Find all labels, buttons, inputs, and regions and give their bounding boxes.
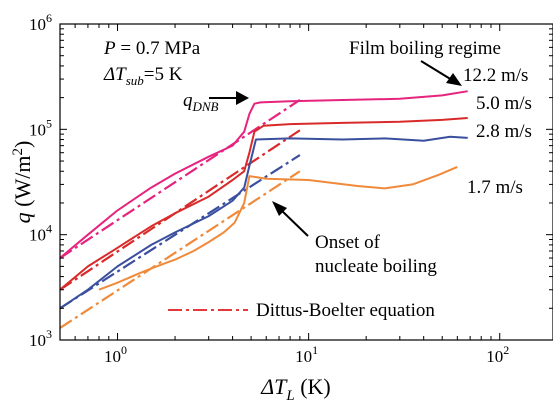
film-boiling-label: Film boiling regime [349,38,501,59]
y-axis-title: q (W/m2) [10,141,35,224]
series-line-1-7-m-s [98,165,458,291]
legend-label: Dittus-Boelter equation [256,300,435,321]
series-line-5-0-m-s [60,117,468,291]
series-label: 5.0 m/s [476,93,532,114]
fit-line-12-2-m-s [60,99,301,259]
series-line-2-8-m-s [60,135,468,310]
x-tick-label: 102 [486,343,509,366]
pressure-label: P = 0.7 MPa [103,38,201,59]
legend: Dittus-Boelter equation [168,300,435,321]
series-label: 2.8 m/s [476,121,532,142]
x-axis-title: ΔTL (K) [260,374,331,400]
x-tick-label: 100 [104,343,127,366]
y-tick-label: 105 [29,116,52,139]
onb-label-line1: Onset of [315,232,381,253]
series-label: 12.2 m/s [463,65,528,86]
film-boiling-arrow [420,60,462,86]
series-layer [60,90,468,329]
onb-label-line2: nucleate boiling [315,256,437,277]
y-tick-label: 106 [29,11,52,34]
y-tick-label: 104 [29,222,52,245]
series-line-12-2-m-s [60,90,468,259]
fit-line-1-7-m-s [60,170,301,329]
x-tick-label: 101 [295,343,318,366]
series-label: 1.7 m/s [467,177,523,198]
onb-arrow [272,201,309,237]
plot-frame [59,23,553,341]
subcooling-label: ΔTsub=5 K [103,64,183,88]
qdnb-label: qDNB [183,90,219,114]
qdnb-arrow [209,91,249,105]
fit-line-2-8-m-s [60,154,301,310]
tick-layer [59,24,553,341]
y-tick-label: 103 [29,327,52,350]
